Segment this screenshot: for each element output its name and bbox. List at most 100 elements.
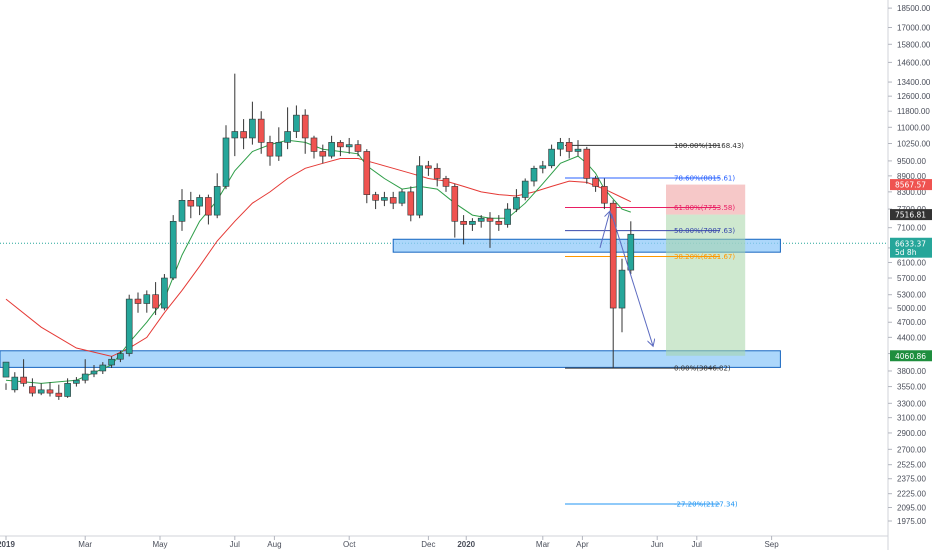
candle-body	[178, 200, 186, 222]
candle	[557, 137, 564, 157]
candle	[266, 135, 274, 166]
candle	[609, 200, 617, 368]
time-tick-label: Mar	[536, 540, 550, 549]
price-tick-label: 9500.00	[897, 157, 926, 166]
candle	[64, 378, 71, 398]
take-profit-area[interactable]	[666, 214, 746, 356]
candle	[618, 258, 626, 333]
candle	[521, 178, 529, 201]
candle-body	[310, 137, 318, 152]
time-tick-label: Aug	[267, 540, 281, 549]
candle-body	[592, 178, 599, 187]
projection-arrow[interactable]	[610, 213, 652, 346]
candle	[513, 189, 520, 213]
price-tick-label: 8300.00	[897, 188, 926, 197]
candle	[495, 215, 503, 231]
projection-arrows[interactable]	[599, 212, 653, 346]
candle	[275, 127, 283, 161]
candle	[125, 294, 133, 357]
price-tag	[890, 179, 932, 191]
candle-body	[477, 217, 485, 222]
candle-body	[196, 197, 203, 207]
candle-body	[328, 142, 335, 157]
candle-body	[169, 221, 177, 279]
candle	[81, 359, 89, 384]
projection-arrow[interactable]	[599, 212, 610, 249]
price-tick-label: 8900.00	[897, 172, 926, 181]
time-tick-label: Jul	[692, 540, 702, 549]
candle	[29, 378, 36, 397]
candle	[205, 194, 212, 225]
candle-body	[301, 114, 309, 139]
candle	[134, 292, 142, 313]
short-position-tool[interactable]	[666, 184, 746, 356]
price-tag	[890, 237, 932, 249]
time-tick-label: 2020	[457, 540, 475, 549]
candle-body	[2, 361, 10, 378]
price-tick-label: 7100.00	[897, 224, 926, 233]
price-tick-label: 3800.00	[897, 367, 926, 376]
price-tick-label: 2375.00	[897, 475, 926, 484]
candle-body	[293, 114, 300, 132]
fib-level-label: 38.20%(6261.67)	[674, 253, 735, 261]
candle-body	[513, 197, 520, 210]
candle	[565, 137, 573, 159]
candle	[451, 183, 459, 238]
price-tick-label: 5300.00	[897, 291, 926, 300]
candle-body	[425, 165, 432, 169]
candle	[337, 140, 344, 157]
candle-body	[583, 148, 591, 179]
candle	[99, 362, 107, 375]
price-tick-label: 11000.00	[897, 123, 930, 132]
candle-body	[117, 353, 124, 360]
candle-body	[152, 294, 159, 309]
fib-level-label: 78.60%(8815.61)	[674, 175, 735, 183]
candle-body	[319, 151, 327, 157]
candle-body	[222, 137, 230, 187]
candle-body	[460, 221, 467, 225]
candle-body	[609, 202, 617, 309]
candle-body	[284, 131, 291, 143]
candle	[486, 212, 494, 248]
candle	[592, 175, 599, 192]
candle	[257, 111, 265, 154]
candle-body	[55, 392, 63, 397]
time-axis[interactable]: 2019 Mar May Jul Aug Oct Dec 2020 Mar Apr Jun Jul Se…	[0, 536, 779, 549]
price-tag-label: 8567.57	[895, 181, 926, 190]
candle-body	[240, 131, 247, 139]
candle-body	[345, 144, 353, 148]
price-tag-label: 5d 8h	[895, 248, 917, 257]
candle-body	[249, 118, 256, 139]
candle-body	[372, 194, 379, 201]
candle	[11, 372, 19, 393]
candle-body	[495, 221, 503, 225]
support-zone[interactable]	[0, 350, 781, 368]
time-tick-label: Jul	[230, 540, 240, 549]
price-tick-label: 14600.00	[897, 58, 931, 67]
time-tick-label: Jun	[651, 540, 664, 549]
candle	[46, 382, 54, 397]
price-axis[interactable]: 18500.00 17000.00 15800.00 14600.00 13400.00…	[888, 4, 931, 526]
stop-loss-area[interactable]	[666, 184, 746, 215]
candle-body	[469, 221, 476, 225]
price-tag-label: 4060.86	[895, 352, 926, 361]
candle-body	[504, 208, 511, 225]
candle-body	[363, 151, 371, 195]
ema-slow-line	[5, 158, 632, 357]
candle-body	[442, 178, 450, 187]
fib-level-label: 0.00%(3846.82)	[674, 365, 731, 373]
candle	[328, 135, 335, 159]
candle-body	[557, 142, 564, 150]
candle	[73, 377, 80, 387]
candle-body	[389, 197, 397, 204]
candle-body	[29, 386, 36, 394]
price-tick-label: 13400.00	[897, 78, 931, 87]
candle-body	[257, 118, 265, 143]
fib-retracement[interactable]: 100.00%(10168.43) 78.60%(8815.61) 61.80%(7…	[565, 142, 744, 509]
candle	[460, 215, 467, 245]
candle	[539, 160, 547, 174]
candle	[583, 146, 591, 184]
fib-level-label: 50.00%(7007.63)	[674, 227, 735, 235]
